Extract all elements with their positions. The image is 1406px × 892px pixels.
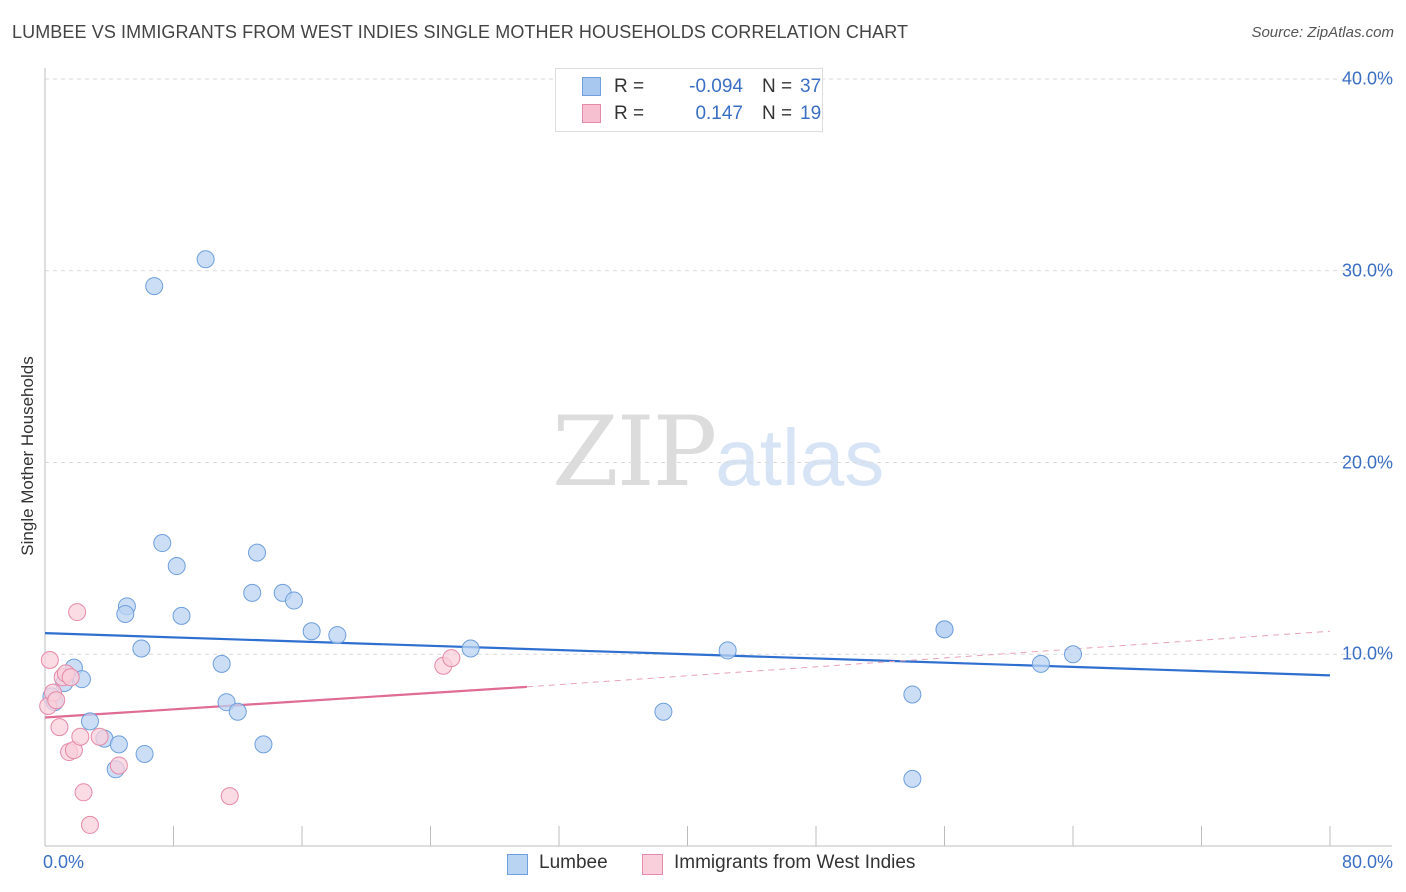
watermark-zip: ZIP <box>552 396 717 508</box>
trendline-lumbee <box>44 632 1331 677</box>
point-lumbee <box>718 641 737 660</box>
data-points <box>39 250 1082 834</box>
axes <box>44 68 1392 847</box>
point-lumbee <box>135 744 154 763</box>
trendlines <box>44 630 1331 719</box>
point-lumbee <box>172 606 191 625</box>
point-lumbee <box>132 639 151 658</box>
point-lumbee <box>145 277 164 296</box>
point-lumbee <box>1031 654 1050 673</box>
point-west-indies <box>47 691 66 710</box>
point-west-indies <box>80 815 99 834</box>
legend-label-lumbee: Lumbee <box>539 852 608 873</box>
y-tick-label: 30.0% <box>1341 260 1393 281</box>
point-west-indies <box>74 783 93 802</box>
point-lumbee <box>248 543 267 562</box>
y-tick-label: 10.0% <box>1341 643 1393 664</box>
stats-r-value: 0.147 <box>695 103 743 124</box>
point-lumbee <box>935 620 954 639</box>
watermark-atlas: atlas <box>715 413 885 502</box>
x-tick-label: 80.0% <box>1341 852 1393 872</box>
point-lumbee <box>228 702 247 721</box>
point-lumbee <box>212 654 231 673</box>
legend-swatch-lumbee <box>507 854 528 875</box>
stats-swatch-lumbee <box>582 77 601 96</box>
stats-n-value: 19 <box>800 103 822 124</box>
point-west-indies <box>61 668 80 687</box>
y-tick-label: 40.0% <box>1341 68 1393 89</box>
legend-swatch-west-indies <box>642 854 663 875</box>
point-lumbee <box>243 583 262 602</box>
grid-lines <box>45 78 1392 655</box>
point-lumbee <box>654 702 673 721</box>
point-lumbee <box>903 769 922 788</box>
stats-n-label: N = <box>762 103 793 124</box>
source-credit: Source: ZipAtlas.com <box>1251 24 1394 41</box>
trendline-west-indies <box>526 630 1331 688</box>
stats-r-label: R = <box>614 103 645 124</box>
y-tick-label: 20.0% <box>1341 452 1393 472</box>
trendline-west-indies <box>44 685 527 719</box>
watermark: ZIPatlas <box>552 404 884 501</box>
point-lumbee <box>80 712 99 731</box>
point-lumbee <box>1064 645 1082 664</box>
point-lumbee <box>302 622 321 641</box>
stats-swatch-west-indies <box>582 104 601 123</box>
stats-box: R = -0.094 N = 37 R = 0.147 N = 19 <box>555 68 823 132</box>
x-tick-label: 0.0% <box>43 852 85 872</box>
stats-r-value: -0.094 <box>689 76 743 97</box>
stats-r-label: R = <box>614 76 645 97</box>
point-lumbee <box>116 604 135 623</box>
point-west-indies <box>50 718 69 737</box>
point-west-indies <box>68 603 87 622</box>
stats-n-label: N = <box>762 76 793 97</box>
point-lumbee <box>109 735 128 754</box>
legend-label-west-indies: Immigrants from West Indies <box>674 852 916 873</box>
point-lumbee <box>328 626 347 645</box>
point-west-indies <box>40 651 59 670</box>
point-west-indies <box>220 787 239 806</box>
point-lumbee <box>284 591 303 610</box>
point-lumbee <box>196 250 215 269</box>
point-west-indies <box>71 727 90 746</box>
point-lumbee <box>153 534 172 553</box>
stats-n-value: 37 <box>800 76 822 97</box>
y-axis-label: Single Mother Households <box>18 356 37 556</box>
point-lumbee <box>461 639 480 658</box>
point-lumbee <box>903 685 922 704</box>
chart-title: LUMBEE VS IMMIGRANTS FROM WEST INDIES SI… <box>12 22 909 42</box>
legend: Lumbee Immigrants from West Indies <box>0 852 1406 878</box>
point-west-indies <box>90 727 109 746</box>
point-lumbee <box>167 557 186 576</box>
point-west-indies <box>442 649 461 668</box>
point-lumbee <box>254 735 273 754</box>
point-west-indies <box>109 756 128 775</box>
